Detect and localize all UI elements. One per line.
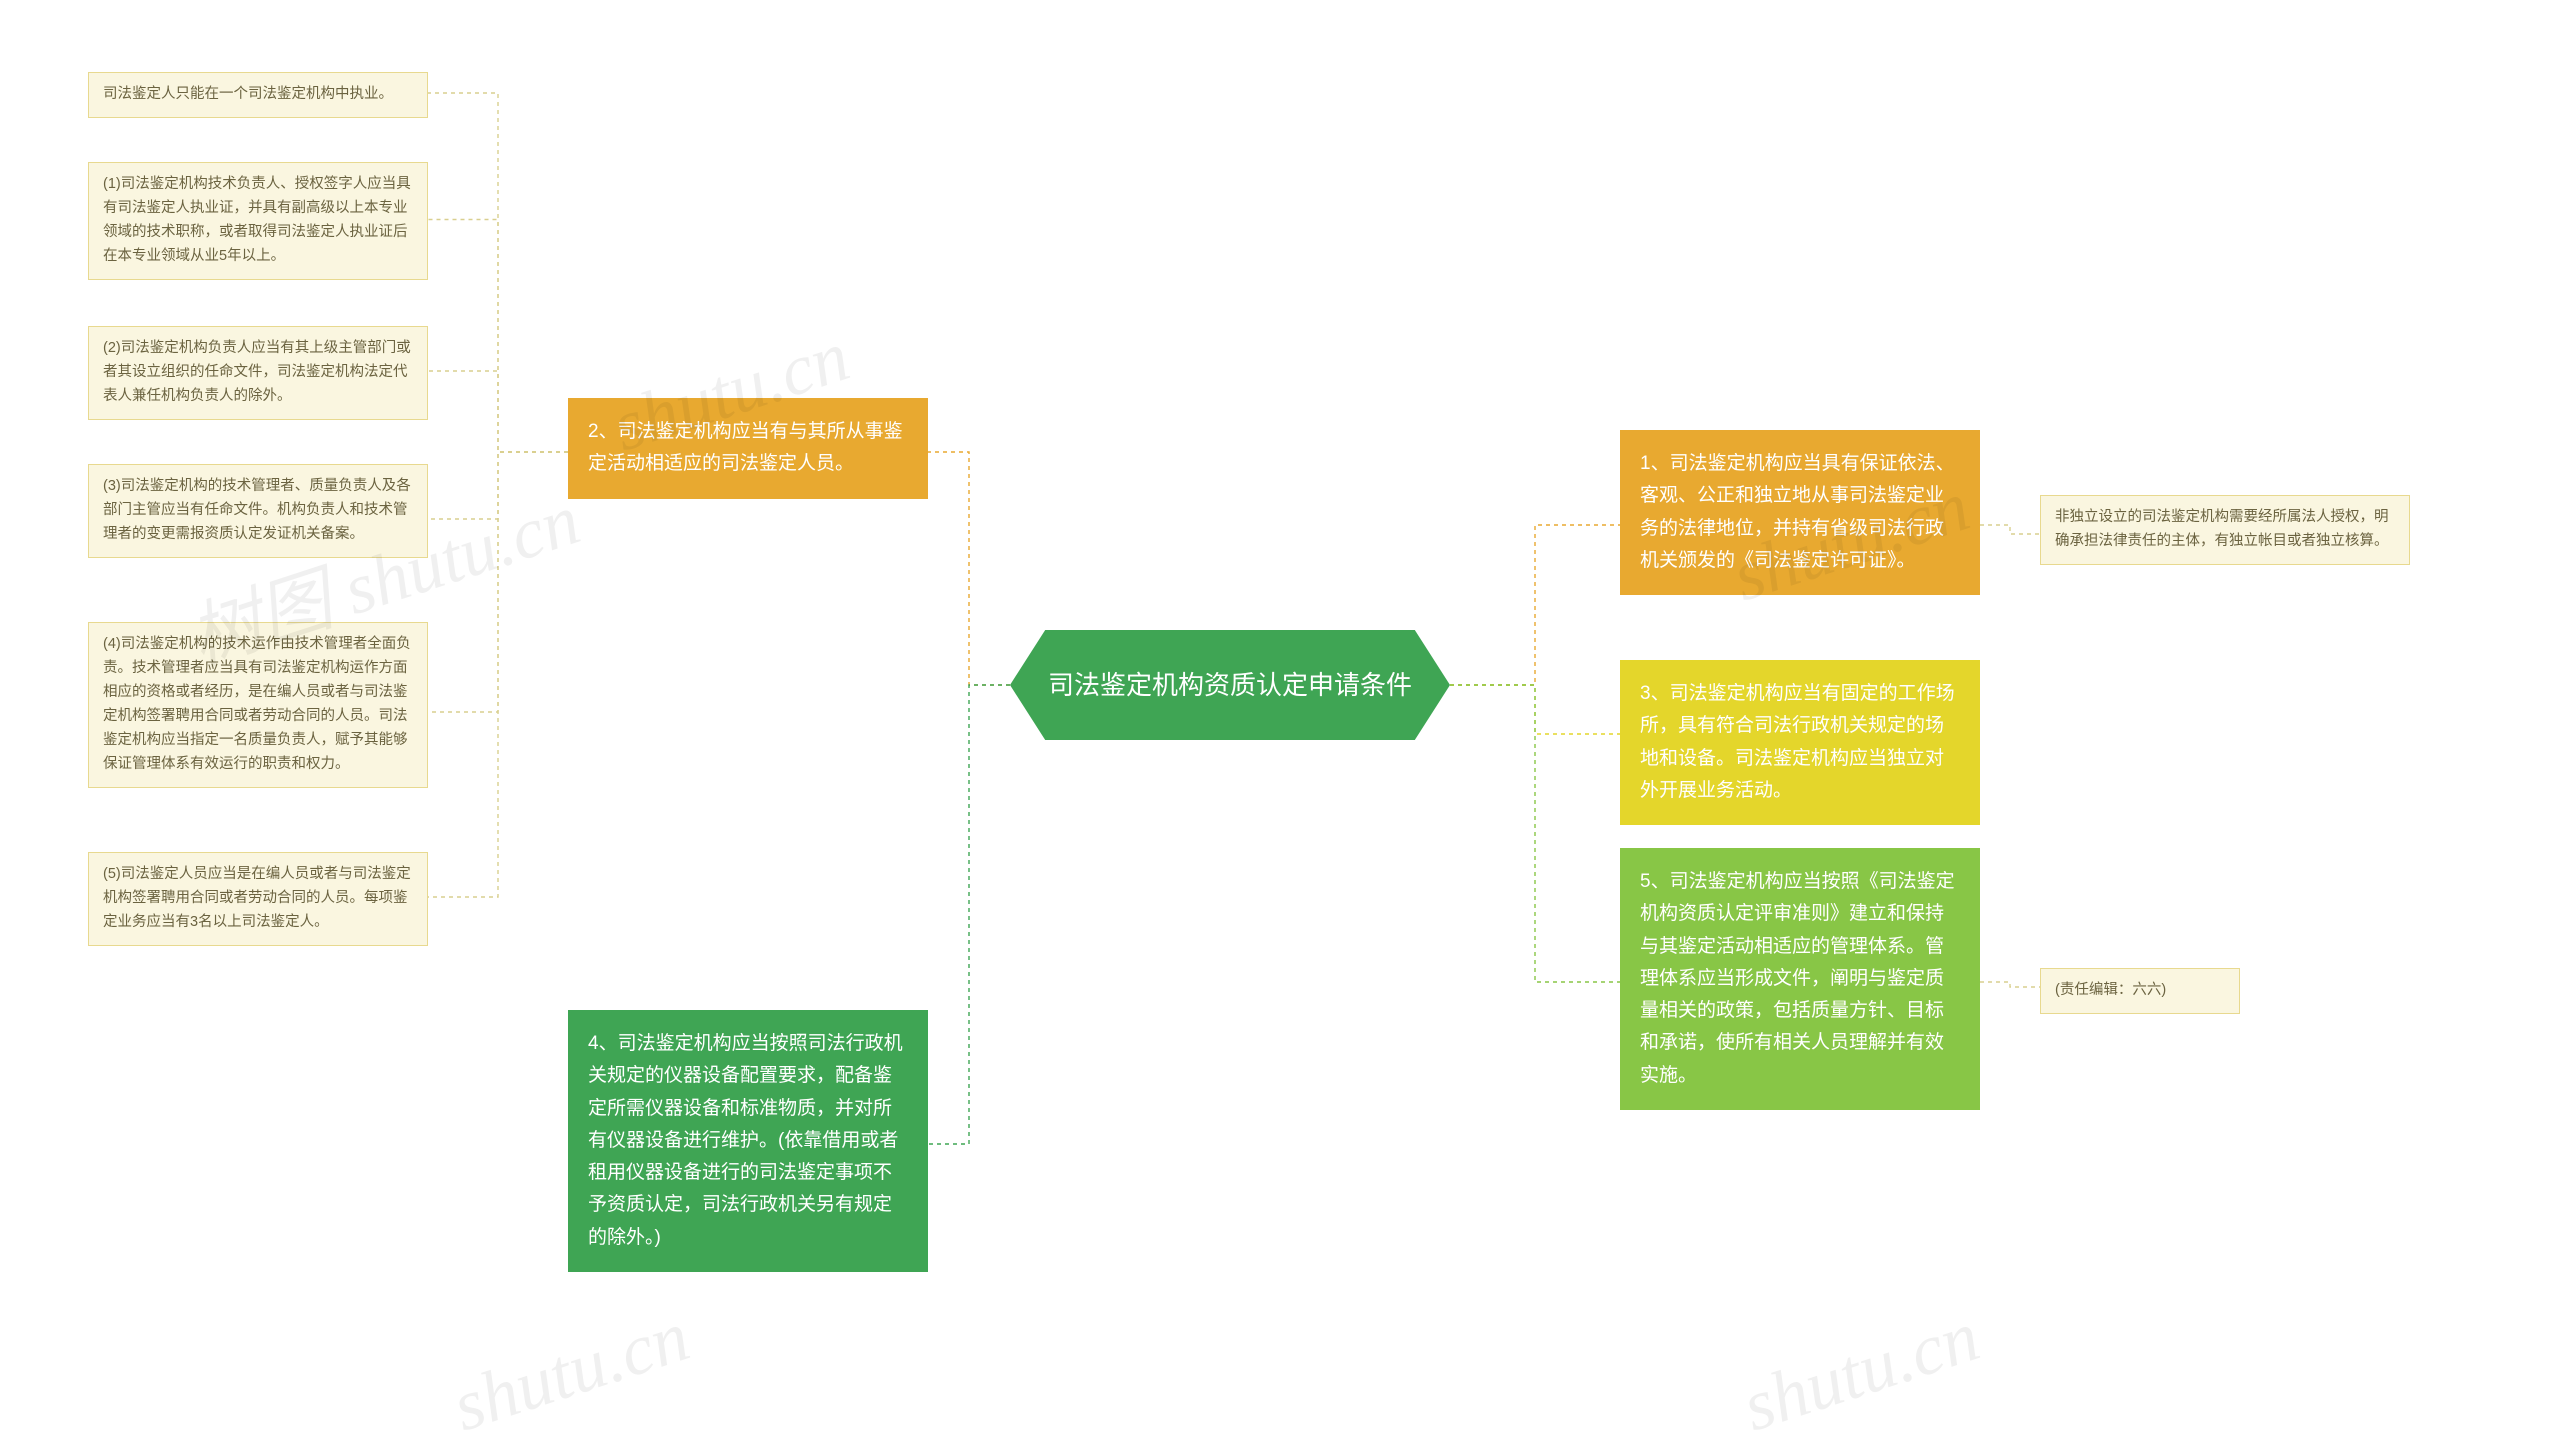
leaf-node-b2-5: (5)司法鉴定人员应当是在编人员或者与司法鉴定机构签署聘用合同或者劳动合同的人员… <box>88 852 428 946</box>
leaf-node-b5-0: (责任编辑：六六) <box>2040 968 2240 1014</box>
leaf-node-b1-0: 非独立设立的司法鉴定机构需要经所属法人授权，明确承担法律责任的主体，有独立帐目或… <box>2040 495 2410 565</box>
watermark-3: shutu.cn <box>443 1295 699 1448</box>
branch-node-b5: 5、司法鉴定机构应当按照《司法鉴定机构资质认定评审准则》建立和保持与其鉴定活动相… <box>1620 848 1980 1110</box>
branch-node-b2: 2、司法鉴定机构应当有与其所从事鉴定活动相适应的司法鉴定人员。 <box>568 398 928 499</box>
branch-node-b4: 4、司法鉴定机构应当按照司法行政机关规定的仪器设备配置要求，配备鉴定所需仪器设备… <box>568 1010 928 1272</box>
leaf-node-b2-4: (4)司法鉴定机构的技术运作由技术管理者全面负责。技术管理者应当具有司法鉴定机构… <box>88 622 428 788</box>
branch-node-b1: 1、司法鉴定机构应当具有保证依法、客观、公正和独立地从事司法鉴定业务的法律地位，… <box>1620 430 1980 595</box>
leaf-node-b2-0: 司法鉴定人只能在一个司法鉴定机构中执业。 <box>88 72 428 118</box>
watermark-4: shutu.cn <box>1733 1295 1989 1448</box>
leaf-node-b2-2: (2)司法鉴定机构负责人应当有其上级主管部门或者其设立组织的任命文件，司法鉴定机… <box>88 326 428 420</box>
center-node: 司法鉴定机构资质认定申请条件 <box>1010 630 1450 740</box>
leaf-node-b2-3: (3)司法鉴定机构的技术管理者、质量负责人及各部门主管应当有任命文件。机构负责人… <box>88 464 428 558</box>
leaf-node-b2-1: (1)司法鉴定机构技术负责人、授权签字人应当具有司法鉴定人执业证，并具有副高级以… <box>88 162 428 280</box>
branch-node-b3: 3、司法鉴定机构应当有固定的工作场所，具有符合司法行政机关规定的场地和设备。司法… <box>1620 660 1980 825</box>
